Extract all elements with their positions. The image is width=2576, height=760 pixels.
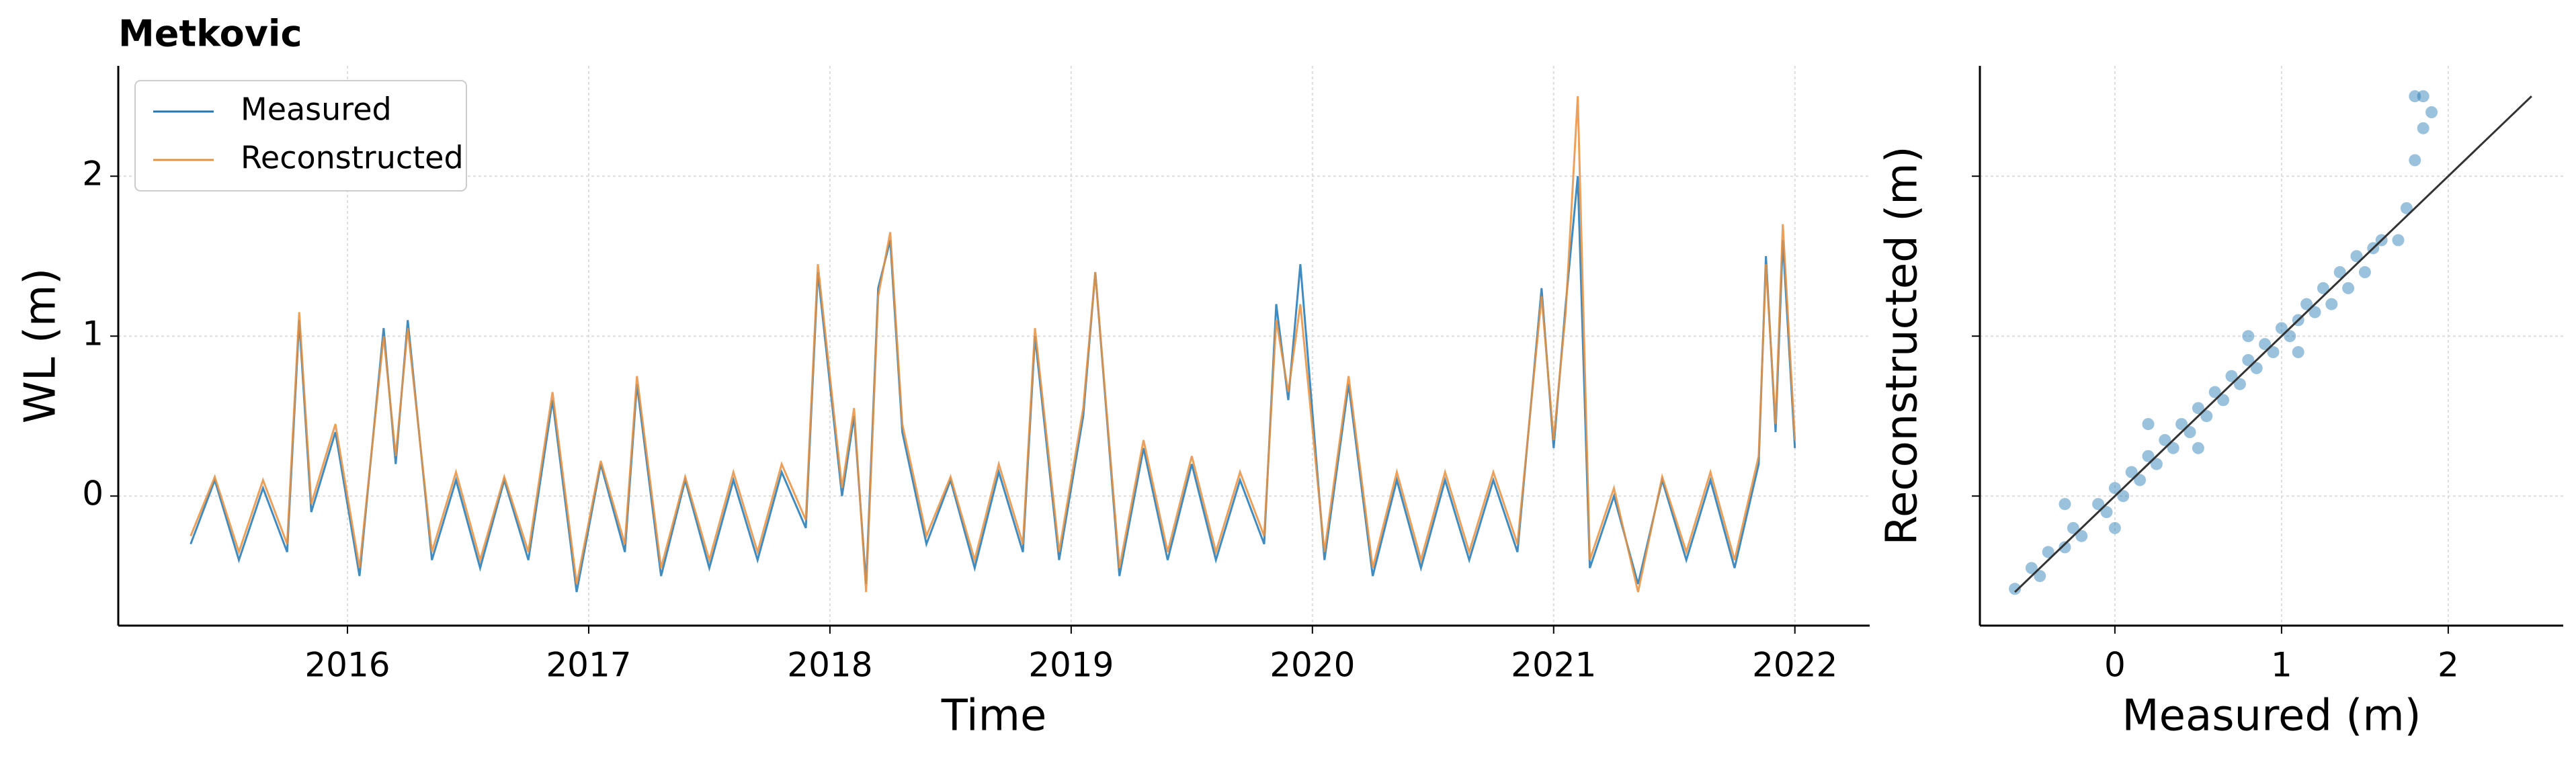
y-axis-label: Reconstructed (m) — [1878, 146, 1927, 545]
x-axis-label: Time — [941, 691, 1047, 741]
scatter-point — [2059, 498, 2071, 511]
scatter-point — [2242, 330, 2255, 343]
x-tick-label: 2016 — [304, 646, 390, 685]
scatter-point — [2117, 490, 2130, 503]
scatter-point — [2200, 410, 2213, 423]
scatter-point — [2108, 482, 2121, 495]
scatter-point — [2233, 378, 2246, 390]
legend-label: Reconstructed — [241, 140, 464, 176]
scatter-point — [2192, 402, 2204, 415]
y-tick-label: 2 — [82, 155, 103, 194]
scatter-point — [2192, 441, 2204, 454]
x-tick-label: 1 — [2271, 646, 2292, 685]
scatter-point — [2325, 298, 2338, 310]
scatter-point — [2125, 466, 2138, 478]
scatter-point — [2275, 322, 2288, 335]
scatter-point — [2425, 106, 2438, 119]
scatter-point — [2409, 154, 2421, 167]
scatter-point — [2159, 433, 2171, 446]
scatter-point — [2225, 370, 2238, 382]
scatter-point — [2392, 234, 2405, 247]
x-tick-label: 2018 — [787, 646, 872, 685]
x-tick-label: 2017 — [546, 646, 631, 685]
scatter-point — [2284, 330, 2296, 343]
series-line — [190, 96, 1796, 593]
scatter-point — [2025, 562, 2038, 575]
scatter-point — [2067, 521, 2079, 534]
scatter-point — [2400, 202, 2413, 214]
scatter-point — [2134, 474, 2147, 487]
scatter-point — [2175, 418, 2188, 431]
scatter-point — [2108, 521, 2121, 534]
legend-label: Measured — [241, 91, 392, 128]
scatter-point — [2208, 386, 2221, 398]
scatter-point — [2250, 362, 2263, 374]
y-tick-label: 0 — [82, 474, 103, 513]
scatter-point — [2409, 90, 2421, 103]
scatter-point — [2317, 282, 2329, 294]
scatter-point — [2042, 546, 2054, 558]
scatter-point — [2333, 266, 2346, 279]
scatter-point — [2167, 441, 2179, 454]
scatter-point — [2142, 450, 2155, 462]
scatter-point — [2358, 266, 2371, 279]
scatter-point — [2059, 541, 2071, 554]
legend-box — [134, 80, 467, 192]
x-tick-label: 0 — [2104, 646, 2126, 685]
scatter-point — [2309, 306, 2321, 319]
scatter-point — [2350, 250, 2363, 263]
scatter-point — [2259, 338, 2272, 351]
scatter-point — [2034, 570, 2046, 583]
identity-line — [2014, 95, 2532, 593]
scatter-point — [2092, 498, 2105, 511]
scatter-point — [2075, 530, 2088, 542]
scatter-point — [2100, 506, 2113, 519]
x-tick-label: 2022 — [1752, 646, 1837, 685]
scatter-point — [2150, 458, 2163, 470]
scatter-point — [2184, 426, 2196, 439]
scatter-point — [2342, 282, 2355, 294]
scatter-point — [2267, 346, 2280, 359]
scatter-point — [2417, 90, 2429, 103]
scatter-point — [2242, 353, 2255, 366]
scatter-point — [2300, 298, 2313, 310]
y-tick-label: 1 — [82, 314, 103, 353]
x-axis-label: Measured (m) — [2122, 691, 2421, 741]
x-tick-label: 2021 — [1511, 646, 1596, 685]
x-tick-label: 2019 — [1028, 646, 1114, 685]
legend: Measured Reconstructed — [134, 80, 467, 192]
scatter-point — [2217, 394, 2230, 407]
scatter-point — [2292, 346, 2304, 359]
scatter-point — [2142, 418, 2155, 431]
x-tick-label: 2 — [2438, 646, 2459, 685]
scatter-point — [2009, 583, 2022, 595]
chart-title: Metkovic — [118, 13, 302, 55]
scatter-point — [2417, 122, 2429, 134]
x-tick-label: 2020 — [1270, 646, 1355, 685]
y-axis-label: WL (m) — [16, 268, 66, 424]
